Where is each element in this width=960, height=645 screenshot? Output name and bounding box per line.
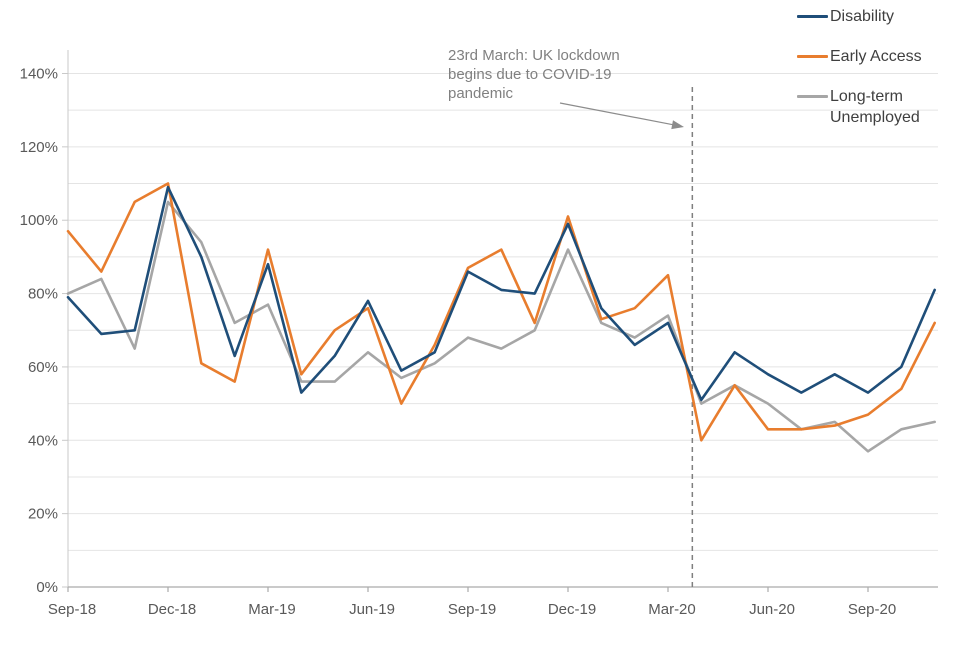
series-disability: [66, 185, 937, 402]
long-term-unemployed-line-swatch: [797, 95, 828, 98]
legend: Disability Early Access Long-term Unempl…: [797, 6, 957, 147]
y-tick-label: 140%: [20, 66, 58, 83]
y-tick-label: 100%: [20, 212, 58, 229]
y-tick-label: 20%: [28, 506, 58, 523]
disability-line-swatch: [797, 15, 828, 18]
annotation-line-2: begins due to COVID-19: [448, 66, 612, 83]
y-axis-labels: 0% 20% 40% 60% 80% 100% 120% 140%: [20, 66, 68, 596]
annotation-line-1: 23rd March: UK lockdown: [448, 47, 620, 64]
gridlines: [68, 73, 938, 551]
legend-item-disability: Disability: [797, 6, 957, 27]
y-tick-label: 80%: [28, 286, 58, 303]
legend-item-early-access: Early Access: [797, 46, 957, 67]
early-access-line-swatch: [797, 55, 828, 58]
x-tick-label: Dec-19: [548, 601, 596, 618]
x-tick-label: Sep-19: [448, 601, 496, 618]
legend-label-disability: Disability: [830, 8, 895, 25]
axes: [67, 50, 938, 588]
x-tick-label: Jun-20: [749, 601, 795, 618]
x-tick-label: Dec-18: [148, 601, 196, 618]
legend-label-early-access: Early Access: [830, 48, 922, 65]
x-axis-labels: Sep-18 Dec-18 Mar-19 Jun-19 Sep-19 Dec-19 Mar-…: [48, 587, 896, 618]
y-tick-label: 60%: [28, 359, 58, 376]
lockdown-annotation: 23rd March: UK lockdown begins due to CO…: [448, 46, 653, 103]
legend-item-long-term-unemployed: Long-term Unemployed: [797, 86, 957, 128]
x-tick-label: Sep-20: [848, 601, 896, 618]
annotation-arrow: [559, 102, 684, 130]
annotation-line-3: pandemic: [448, 85, 514, 102]
y-tick-label: 0%: [36, 579, 58, 596]
series-early-access: [66, 182, 937, 442]
legend-label-long-term-unemployed: Long-term Unemployed: [830, 88, 920, 126]
x-tick-label: Mar-20: [648, 601, 696, 618]
y-tick-label: 120%: [20, 139, 58, 156]
x-tick-label: Mar-19: [248, 601, 296, 618]
y-tick-label: 40%: [28, 432, 58, 449]
x-tick-label: Sep-18: [48, 601, 96, 618]
x-tick-label: Jun-19: [349, 601, 395, 618]
series-long-term-unemployed: [66, 200, 937, 453]
